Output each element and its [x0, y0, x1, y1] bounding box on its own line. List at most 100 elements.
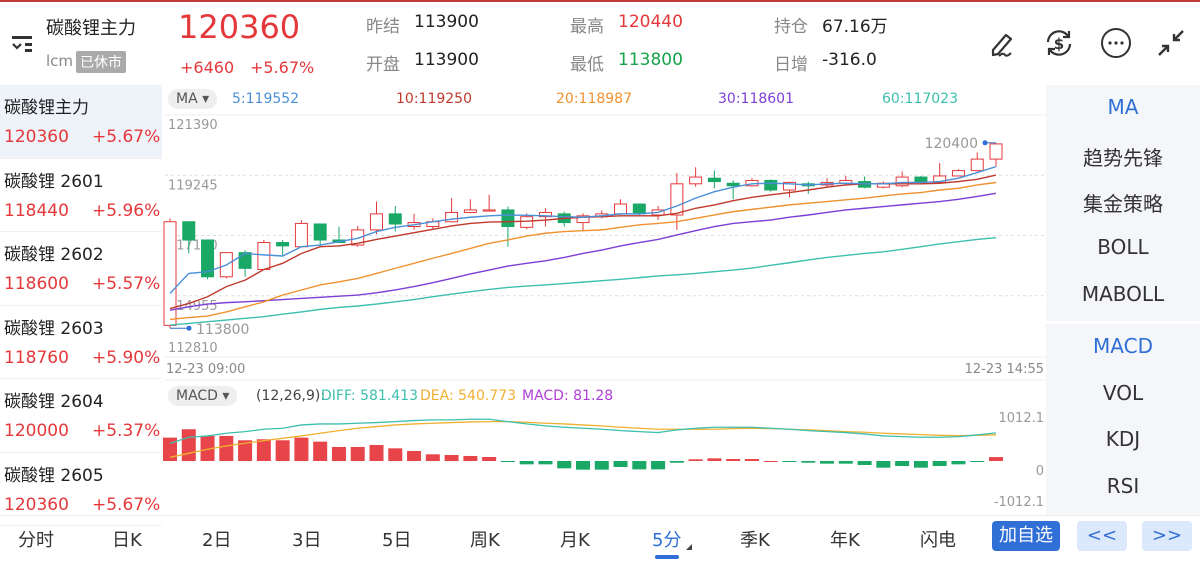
macd-bar	[294, 437, 309, 461]
legend-ma5: 5:119552	[232, 91, 300, 107]
contract-name: 碳酸锂主力	[46, 18, 136, 39]
contract-price: 118600	[4, 274, 69, 294]
macd-bar	[519, 461, 534, 465]
indicator-maboll[interactable]: MABOLL	[1081, 282, 1165, 306]
currency-exchange-icon[interactable]: $	[1042, 26, 1076, 60]
stat-label: 最低	[570, 55, 604, 75]
candle	[764, 179, 778, 191]
macd-bar	[181, 429, 196, 461]
legend-ma20: 20:118987	[556, 91, 632, 107]
ma-indicator-select[interactable]: MA ▾	[168, 89, 218, 109]
indicator-ma[interactable]: MA	[1107, 95, 1139, 119]
period-tab[interactable]: 年K	[830, 530, 860, 551]
macd-bar	[895, 461, 910, 467]
macd-bar	[932, 461, 947, 467]
macd-bar	[538, 461, 553, 465]
period-tab[interactable]: 分时	[18, 530, 54, 551]
candle	[501, 209, 515, 228]
candle	[520, 216, 534, 228]
more-icon[interactable]	[1099, 26, 1133, 60]
list-item[interactable]: 碳酸锂 2604 120000 +5.37%	[0, 379, 162, 453]
macd-bar	[219, 435, 234, 461]
menu-toggle-icon[interactable]	[10, 32, 36, 54]
period-tab[interactable]: 季K	[740, 530, 770, 551]
contract-price: 118440	[4, 200, 69, 221]
next-button[interactable]: >>	[1142, 521, 1192, 551]
indicator-趋势先锋[interactable]: 趋势先锋	[1083, 146, 1163, 170]
ma5-line	[169, 165, 997, 294]
legend-ma30: 30:118601	[718, 91, 794, 107]
list-item[interactable]: 碳酸锂 2603 118760 +5.90%	[0, 306, 162, 379]
candle	[388, 213, 402, 225]
macd-y-tick: 0	[1036, 464, 1044, 479]
candle	[707, 177, 721, 183]
indicator-macd[interactable]: MACD	[1093, 334, 1153, 358]
contract-name: 碳酸锂 2605	[4, 465, 104, 486]
macd-bar	[557, 461, 572, 469]
macd-bar	[407, 450, 422, 461]
indicator-vol[interactable]: VOL	[1102, 381, 1144, 405]
add-watchlist-button[interactable]: 加自选	[992, 521, 1060, 551]
candle	[576, 215, 590, 224]
period-tab[interactable]: 日K	[112, 530, 142, 551]
candle	[370, 213, 383, 231]
price-change: +6460	[180, 58, 235, 77]
indicator-rsi[interactable]: RSI	[1106, 474, 1140, 498]
macd-bar	[688, 459, 703, 461]
period-tab[interactable]: 3日	[292, 530, 322, 551]
macd-y-tick: 1012.1	[999, 411, 1045, 426]
list-item[interactable]: 碳酸锂主力 120360 +5.67%	[0, 85, 162, 159]
macd-bar	[331, 446, 346, 461]
candle	[201, 239, 215, 278]
macd-bar	[763, 461, 778, 462]
macd-bar	[726, 459, 741, 461]
collapse-icon[interactable]	[1154, 26, 1188, 60]
ma60-line	[169, 236, 997, 326]
macd-bar	[651, 461, 666, 470]
macd-bar	[388, 448, 403, 461]
period-tab[interactable]: 月K	[560, 530, 590, 551]
legend-diff: DIFF: 581.413	[321, 388, 418, 404]
candle	[989, 143, 1003, 160]
ma30-line	[169, 192, 997, 311]
last-price: 120360	[178, 8, 301, 46]
candle	[351, 229, 365, 246]
contract-price: 120000	[4, 421, 69, 441]
candle	[689, 176, 703, 185]
candle	[538, 211, 552, 218]
y-tick-label: 112810	[168, 341, 218, 356]
period-bar: 加自选 << >> 分时 日K 2日 3日 5日 周K 月K 5分 季K 年K 闪电	[0, 515, 1200, 572]
contract-change-pct: +5.57%	[92, 274, 161, 294]
period-dropdown-icon[interactable]	[686, 544, 692, 550]
macd-bar	[350, 446, 365, 461]
contract-price: 120360	[4, 127, 69, 147]
prev-button[interactable]: <<	[1077, 521, 1127, 551]
active-tab-indicator	[655, 555, 679, 559]
period-tab[interactable]: 2日	[202, 530, 232, 551]
draw-icon[interactable]	[986, 26, 1020, 60]
list-item[interactable]: 碳酸锂 2602 118600 +5.57%	[0, 232, 162, 306]
period-tab[interactable]: 周K	[470, 530, 500, 551]
candle	[482, 209, 496, 212]
macd-bar	[576, 461, 590, 470]
contract-change-pct: +5.67%	[92, 494, 161, 515]
period-tab[interactable]: 5分	[652, 530, 682, 551]
stat-value: 113800	[618, 50, 683, 70]
indicator-boll[interactable]: BOLL	[1097, 235, 1149, 259]
list-item[interactable]: 碳酸锂 2605 120360 +5.67%	[0, 453, 162, 526]
stat-value: 67.16万	[822, 17, 888, 37]
macd-bar	[200, 435, 215, 461]
indicator-集金策略[interactable]: 集金策略	[1083, 192, 1163, 216]
macd-indicator-select[interactable]: MACD ▾	[168, 386, 238, 406]
period-tab[interactable]: 闪电	[920, 530, 956, 551]
candle	[163, 221, 177, 326]
list-item[interactable]: 碳酸锂 2601 118440 +5.96%	[0, 159, 162, 232]
macd-bar	[632, 461, 647, 470]
contract-name: 碳酸锂 2602	[4, 245, 104, 265]
indicator-kdj[interactable]: KDJ	[1105, 427, 1141, 451]
legend-macd: MACD: 81.28	[522, 388, 614, 404]
macd-params: (12,26,9):	[256, 388, 326, 404]
macd-bar	[876, 461, 891, 468]
period-tab[interactable]: 5日	[382, 530, 412, 551]
